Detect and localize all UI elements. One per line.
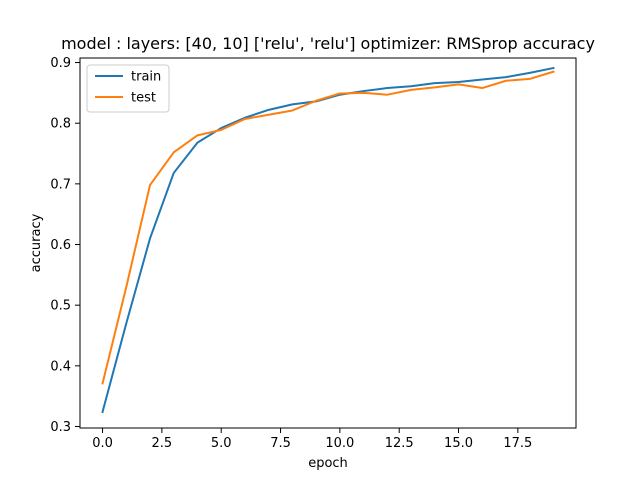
y-tick-label: 0.3 [50,420,71,435]
x-tick-label: 5.0 [211,436,232,451]
chart-title: model : layers: [40, 10] ['relu', 'relu'… [61,34,595,53]
y-tick-label: 0.7 [50,177,71,192]
legend-label-test: test [131,91,156,106]
x-tick-label: 10.0 [325,436,354,451]
x-tick-label: 15.0 [444,436,473,451]
x-tick-label: 2.5 [152,436,173,451]
y-tick-label: 0.9 [50,56,71,71]
y-tick-label: 0.8 [50,117,71,132]
x-tick-label: 0.0 [92,436,113,451]
y-tick-label: 0.6 [50,238,71,253]
x-tick-label: 12.5 [385,436,414,451]
legend-label-train: train [131,70,161,85]
axes-frame [79,57,577,429]
x-axis-label: epoch [308,456,348,471]
x-tick-label: 17.5 [503,436,532,451]
y-tick-label: 0.5 [50,299,71,314]
y-tick-label: 0.4 [50,359,71,374]
y-axis-label: accuracy [29,213,44,272]
plot-area: 0.0 2.5 5.0 7.5 10.0 12.5 15.0 17.5 0.3 0.4 0.5 0.6… [50,56,577,451]
x-tick-label: 7.5 [270,436,291,451]
series-line-test [101,70,555,385]
